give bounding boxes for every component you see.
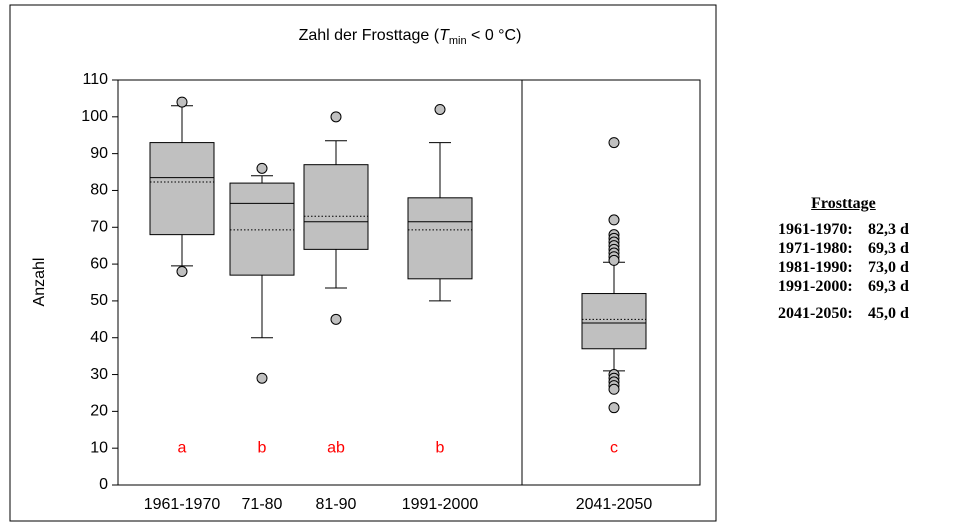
box (229, 182, 295, 276)
summary: Frosttage 1961-1970: 82,3 d 1971-1980: 69,3… (778, 195, 909, 324)
x-tick-label: 1991-2000 (402, 496, 479, 513)
summary-period: 1981-1990: (778, 259, 853, 276)
summary-row: 2041-2050: 45,0 d (778, 305, 909, 324)
title-part: min (449, 35, 467, 47)
outlier (608, 214, 620, 226)
y-tick-label: 80 (90, 182, 108, 199)
y-tick-label: 90 (90, 145, 108, 162)
y-tick-label: 20 (90, 403, 108, 420)
group-letter: ab (327, 439, 345, 456)
summary-title: Frosttage (811, 195, 876, 212)
y-tick-label: 0 (99, 476, 108, 493)
group-letter: a (178, 439, 187, 456)
y-tick-label: 50 (90, 292, 108, 309)
outlier (256, 162, 268, 174)
outlier (434, 103, 446, 115)
group-letter: b (258, 439, 267, 456)
y-tick-label: 110 (82, 71, 108, 88)
y-tick-label: 10 (90, 439, 108, 456)
summary-value: 45,0 d (868, 305, 909, 322)
summary-period: 1991-2000: (778, 278, 853, 295)
summary-period: 1971-1980: (778, 240, 853, 257)
outlier (256, 372, 268, 384)
x-tick-label: 81-90 (316, 496, 357, 513)
summary-period: 2041-2050: (778, 305, 853, 322)
y-tick-label: 100 (81, 108, 108, 125)
plot-frame (117, 79, 701, 486)
summary-row: 1961-1970: 82,3 d (778, 221, 909, 240)
box (149, 142, 215, 236)
summary-row: 1991-2000: 69,3 d (778, 278, 909, 297)
y-tick-label: 40 (90, 329, 108, 346)
outlier (608, 254, 620, 266)
chart-frame (9, 4, 717, 522)
title-part: T (439, 27, 450, 44)
outlier (608, 137, 620, 149)
title-part: Zahl der Frosttage ( (299, 27, 440, 44)
summary-period: 1961-1970: (778, 221, 853, 238)
outlier (330, 313, 342, 325)
outlier (330, 111, 342, 123)
y-axis-label: Anzahl (31, 258, 48, 307)
outlier (176, 96, 188, 108)
y-tick-label: 60 (90, 255, 108, 272)
x-tick-label: 1961-1970 (144, 496, 221, 513)
x-tick-label: 2041-2050 (576, 496, 653, 513)
summary-value: 69,3 d (868, 240, 909, 257)
summary-value: 69,3 d (868, 278, 909, 295)
chart-title: Zahl der Frosttage (Tmin < 0 °C) (299, 27, 522, 47)
outlier (608, 402, 620, 414)
outlier (608, 383, 620, 395)
box (407, 197, 473, 280)
box (303, 164, 369, 250)
y-tick-label: 30 (90, 366, 108, 383)
group-letter: b (436, 439, 445, 456)
x-tick-label: 71-80 (242, 496, 283, 513)
summary-row: 1971-1980: 69,3 d (778, 240, 909, 259)
summary-value: 82,3 d (868, 221, 909, 238)
summary-value: 73,0 d (868, 259, 909, 276)
outlier (176, 265, 188, 277)
title-part: < 0 °C) (467, 27, 522, 44)
group-letter: c (610, 439, 618, 456)
summary-row: 1981-1990: 73,0 d (778, 259, 909, 278)
y-tick-label: 70 (90, 218, 108, 235)
box (581, 293, 647, 350)
